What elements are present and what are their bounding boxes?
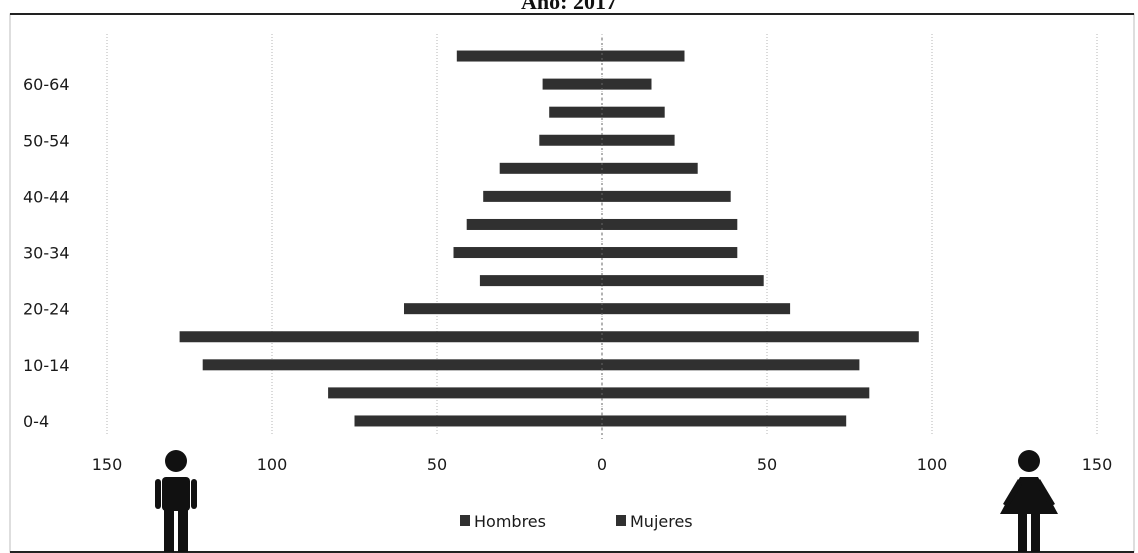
y-tick-label: 10-14	[23, 356, 70, 375]
legend-label-mujeres: Mujeres	[630, 512, 693, 531]
y-axis-labels: 0-4 10-14 20-24 30-34 40-44 50-54 60-64	[23, 75, 70, 431]
x-tick-label: 150	[92, 455, 123, 474]
x-tick-label: 50	[427, 455, 447, 474]
bar-mujeres	[602, 219, 737, 230]
y-tick-label: 50-54	[23, 131, 70, 150]
bar-mujeres	[602, 275, 764, 286]
bar-hombres	[483, 191, 602, 202]
x-tick-label: 100	[917, 455, 948, 474]
legend: Hombres Mujeres	[460, 512, 693, 531]
x-tick-label: 100	[257, 455, 288, 474]
y-tick-label: 0-4	[23, 412, 49, 431]
bar-mujeres	[602, 415, 846, 426]
bar-hombres	[500, 163, 602, 174]
bar-hombres	[543, 79, 602, 90]
bar-mujeres	[602, 79, 652, 90]
bar-hombres	[549, 107, 602, 118]
bar-hombres	[328, 387, 602, 398]
bar-hombres	[203, 359, 602, 370]
bar-mujeres	[602, 247, 737, 258]
legend-swatch-mujeres	[616, 515, 626, 526]
bar-mujeres	[602, 387, 869, 398]
x-axis-labels: 150 100 50 0 50 100 150	[92, 455, 1113, 474]
x-tick-label: 50	[757, 455, 777, 474]
bar-mujeres	[602, 163, 698, 174]
bar-mujeres	[602, 135, 675, 146]
bar-mujeres	[602, 191, 731, 202]
legend-label-hombres: Hombres	[474, 512, 546, 531]
bar-hombres	[457, 51, 602, 62]
woman-silhouette-icon	[1000, 450, 1058, 552]
x-tick-label: 0	[597, 455, 607, 474]
bar-mujeres	[602, 331, 919, 342]
bar-mujeres	[602, 359, 859, 370]
bar-hombres	[355, 415, 603, 426]
legend-swatch-hombres	[460, 515, 470, 526]
bar-mujeres	[602, 51, 685, 62]
y-tick-label: 40-44	[23, 187, 70, 206]
bar-hombres	[180, 331, 602, 342]
bars	[180, 51, 919, 427]
x-tick-label: 150	[1082, 455, 1113, 474]
bar-mujeres	[602, 107, 665, 118]
bar-hombres	[404, 303, 602, 314]
bar-hombres	[539, 135, 602, 146]
y-tick-label: 60-64	[23, 75, 70, 94]
man-silhouette-icon	[155, 450, 197, 552]
bar-mujeres	[602, 303, 790, 314]
bar-hombres	[467, 219, 602, 230]
y-tick-label: 30-34	[23, 244, 70, 263]
bar-hombres	[454, 247, 603, 258]
bar-hombres	[480, 275, 602, 286]
y-tick-label: 20-24	[23, 300, 70, 319]
